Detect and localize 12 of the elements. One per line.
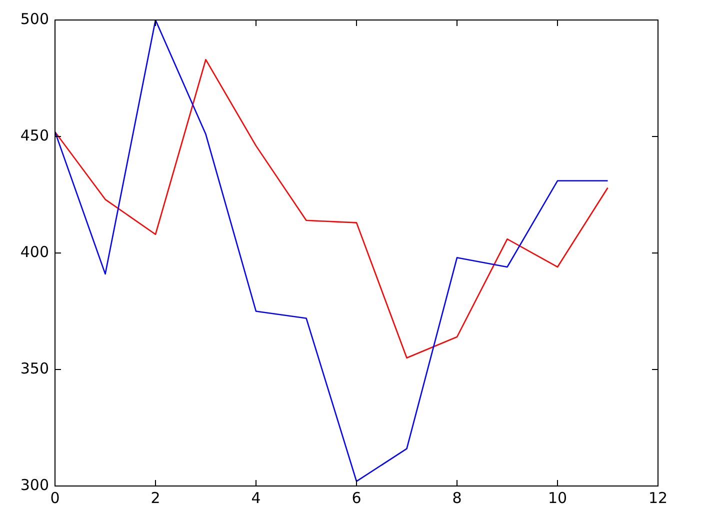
x-tick-label: 12 [648,488,668,507]
y-tick-label: 450 [20,126,49,144]
y-tick-label: 300 [20,476,49,494]
x-tick-label: 10 [548,488,568,507]
x-tick-label: 0 [50,488,60,507]
x-tick-label: 8 [452,488,462,507]
x-tick-label: 6 [352,488,362,507]
x-tick-label: 2 [150,488,160,507]
y-tick-label: 350 [20,359,49,378]
y-tick-label: 400 [20,242,49,261]
y-tick-label: 500 [20,10,49,28]
x-tick-label: 4 [251,488,261,507]
